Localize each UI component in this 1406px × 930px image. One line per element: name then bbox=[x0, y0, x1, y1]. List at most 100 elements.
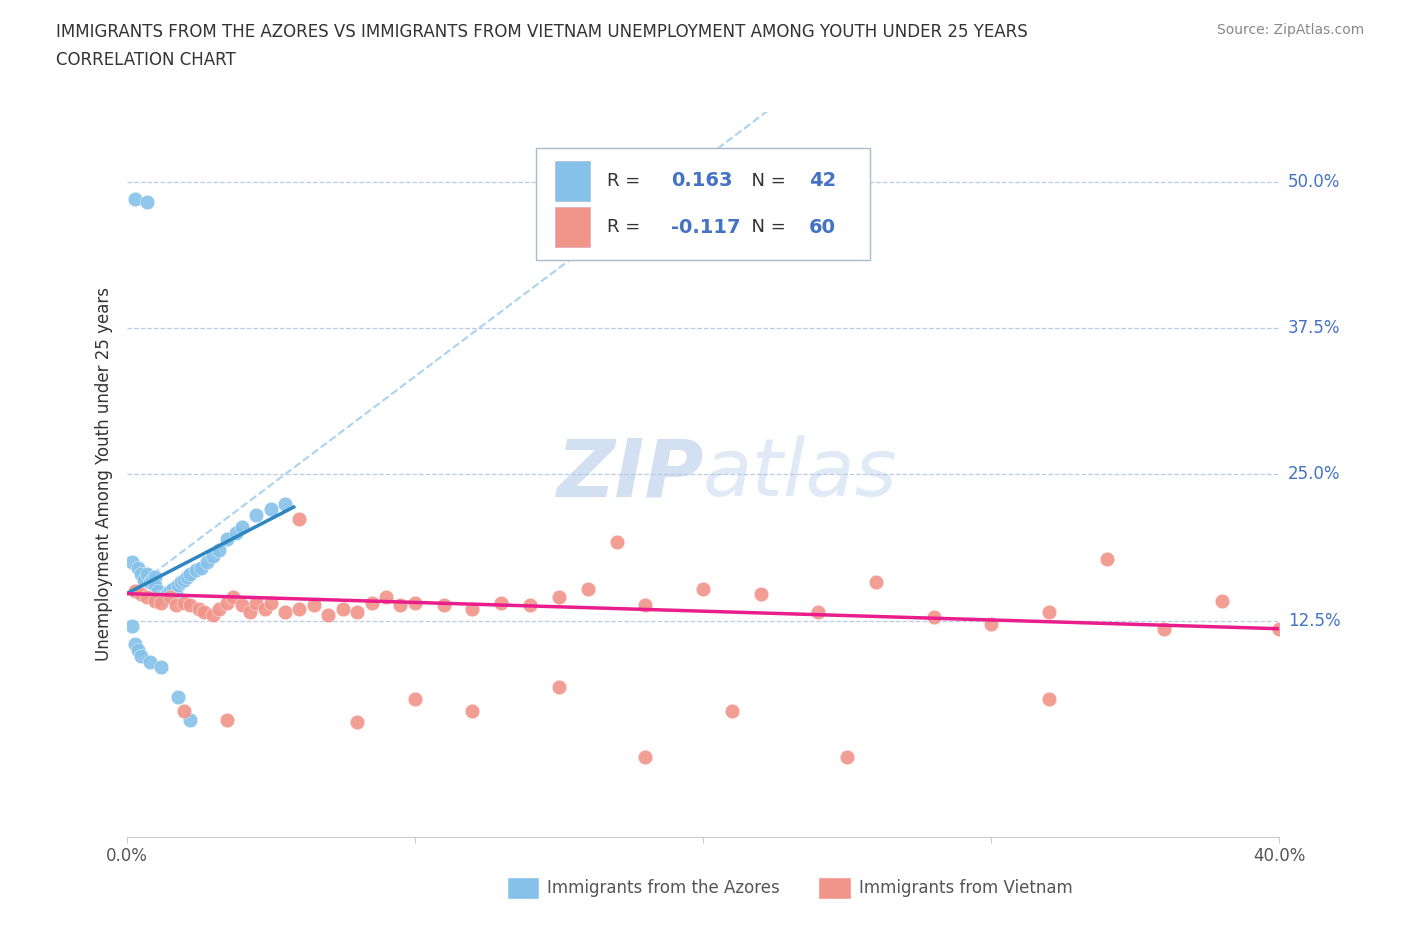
Point bbox=[145, 593, 166, 608]
Point bbox=[1038, 604, 1060, 619]
Point bbox=[129, 586, 152, 601]
Point bbox=[159, 584, 181, 599]
Point bbox=[807, 604, 830, 619]
Point bbox=[150, 590, 173, 604]
Point bbox=[135, 194, 157, 209]
Point bbox=[1038, 692, 1060, 707]
Text: R =: R = bbox=[607, 172, 647, 190]
Point bbox=[195, 554, 218, 569]
Point bbox=[165, 586, 187, 601]
Point bbox=[318, 607, 340, 622]
Point bbox=[302, 598, 325, 613]
Point bbox=[202, 607, 225, 622]
Point bbox=[121, 619, 143, 634]
Point bbox=[548, 590, 571, 604]
Point bbox=[491, 595, 513, 610]
Point bbox=[1095, 551, 1118, 566]
Point bbox=[980, 617, 1002, 631]
Text: 60: 60 bbox=[808, 218, 837, 237]
Text: R =: R = bbox=[607, 219, 647, 236]
Point bbox=[153, 590, 176, 604]
Point bbox=[404, 595, 426, 610]
Point bbox=[519, 598, 541, 613]
Point bbox=[461, 602, 484, 617]
Point bbox=[173, 595, 195, 610]
Point bbox=[124, 584, 146, 599]
Point bbox=[138, 575, 160, 590]
Point bbox=[167, 578, 190, 593]
Point bbox=[461, 703, 484, 718]
Text: Source: ZipAtlas.com: Source: ZipAtlas.com bbox=[1216, 23, 1364, 37]
Point bbox=[127, 561, 149, 576]
Text: 0.163: 0.163 bbox=[671, 171, 733, 191]
Point bbox=[145, 578, 166, 593]
Point bbox=[167, 689, 190, 704]
Point bbox=[156, 586, 179, 601]
Text: 37.5%: 37.5% bbox=[1288, 319, 1340, 337]
Point bbox=[222, 590, 245, 604]
Point bbox=[135, 590, 157, 604]
Point bbox=[1153, 621, 1175, 636]
Point bbox=[274, 496, 297, 511]
Text: Immigrants from the Azores: Immigrants from the Azores bbox=[547, 879, 780, 897]
Text: 25.0%: 25.0% bbox=[1288, 465, 1340, 484]
Point bbox=[208, 543, 231, 558]
Text: -0.117: -0.117 bbox=[671, 218, 740, 237]
Point bbox=[259, 595, 281, 610]
Point bbox=[193, 604, 215, 619]
Text: 50.0%: 50.0% bbox=[1288, 173, 1340, 191]
Point bbox=[332, 602, 354, 617]
Point bbox=[374, 590, 398, 604]
Point bbox=[346, 604, 368, 619]
Point bbox=[217, 595, 239, 610]
Point bbox=[865, 575, 887, 590]
Y-axis label: Unemployment Among Youth under 25 years: Unemployment Among Youth under 25 years bbox=[94, 287, 112, 661]
Point bbox=[179, 712, 201, 727]
Point bbox=[433, 598, 456, 613]
Point bbox=[124, 636, 146, 651]
Point bbox=[259, 502, 281, 517]
Point bbox=[217, 531, 239, 546]
Point bbox=[634, 750, 657, 764]
Point bbox=[835, 750, 858, 764]
Text: 42: 42 bbox=[808, 171, 837, 191]
Point bbox=[129, 648, 152, 663]
Point bbox=[148, 584, 170, 599]
Point bbox=[576, 581, 599, 596]
Point bbox=[245, 508, 267, 523]
Point bbox=[245, 595, 267, 610]
Point bbox=[129, 566, 152, 581]
Bar bbox=[508, 877, 540, 898]
Bar bbox=[818, 877, 851, 898]
Point bbox=[132, 572, 155, 587]
Point bbox=[121, 554, 143, 569]
Point bbox=[404, 692, 426, 707]
Point bbox=[239, 604, 262, 619]
Point bbox=[692, 581, 714, 596]
Point bbox=[138, 654, 160, 669]
Point bbox=[162, 581, 184, 596]
Text: N =: N = bbox=[740, 219, 792, 236]
Point bbox=[150, 595, 173, 610]
Point bbox=[922, 609, 945, 624]
Point bbox=[124, 192, 146, 206]
Point bbox=[184, 563, 207, 578]
Point bbox=[548, 680, 571, 695]
Point bbox=[253, 602, 276, 617]
Text: ZIP: ZIP bbox=[555, 435, 703, 513]
Text: N =: N = bbox=[740, 172, 792, 190]
Point bbox=[159, 590, 181, 604]
Point bbox=[1268, 621, 1291, 636]
Point bbox=[135, 566, 157, 581]
Text: CORRELATION CHART: CORRELATION CHART bbox=[56, 51, 236, 69]
FancyBboxPatch shape bbox=[536, 148, 870, 260]
Point bbox=[179, 566, 201, 581]
Point bbox=[231, 598, 253, 613]
Point bbox=[288, 602, 311, 617]
Point bbox=[720, 703, 742, 718]
Text: atlas: atlas bbox=[703, 435, 898, 513]
Text: Immigrants from Vietnam: Immigrants from Vietnam bbox=[859, 879, 1073, 897]
Point bbox=[634, 598, 657, 613]
Bar bbox=[555, 207, 591, 247]
Point bbox=[145, 570, 166, 585]
